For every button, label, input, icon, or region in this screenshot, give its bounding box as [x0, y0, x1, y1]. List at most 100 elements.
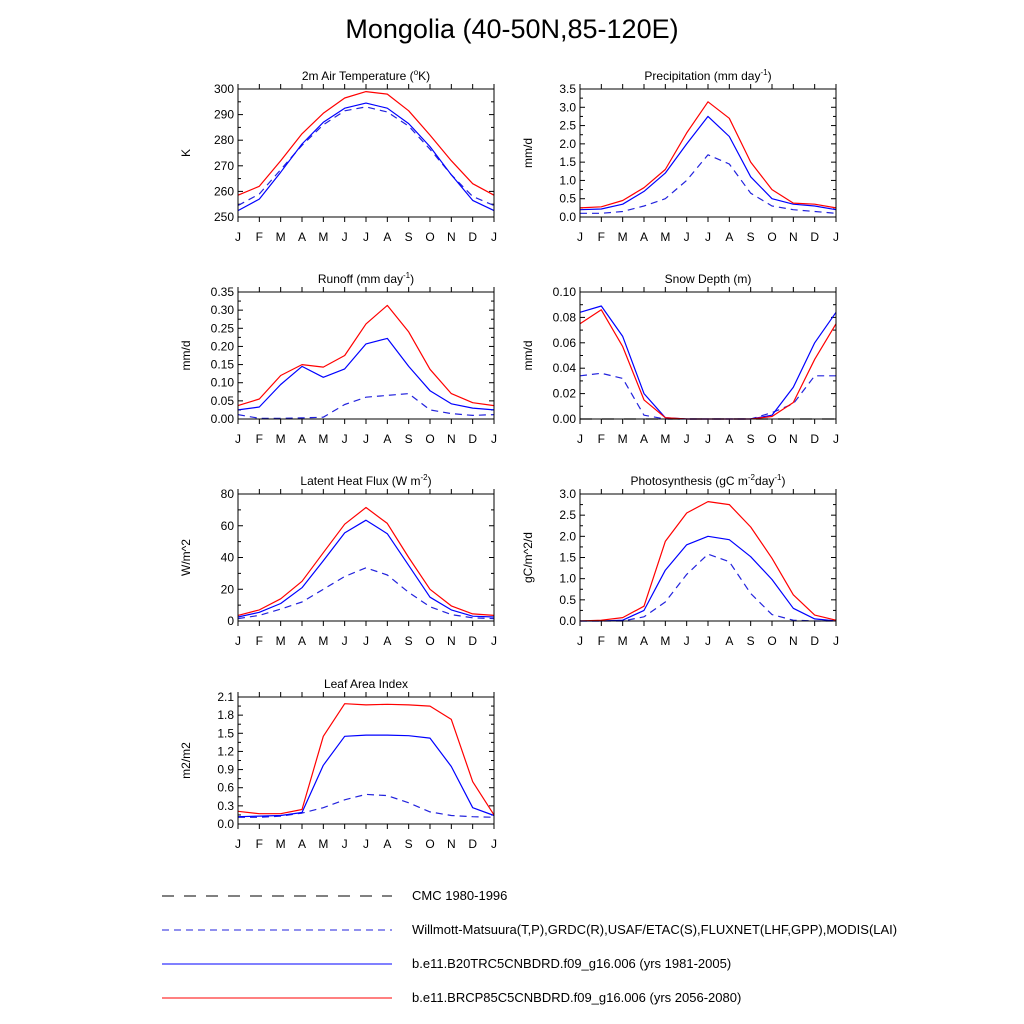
x-tick-label: J — [235, 837, 241, 851]
panel-title-after: day — [755, 474, 774, 488]
y-tick-label: 0.20 — [211, 339, 235, 353]
y-tick-label: 0.0 — [217, 817, 234, 831]
x-tick-label: F — [256, 230, 263, 244]
plot-frame — [579, 88, 837, 218]
y-tick-label: 0.05 — [211, 394, 235, 408]
x-tick-label: A — [725, 634, 733, 648]
x-tick-label: S — [747, 432, 755, 446]
panel-2: Runoff (mm day-1) mm/d 0.00 0.05 0.10 0.15 0.2… — [179, 271, 497, 446]
x-tick-label: M — [660, 432, 670, 446]
x-tick-label: D — [810, 230, 819, 244]
y-tick-label: 0.5 — [559, 593, 576, 607]
series-line-obs — [580, 154, 837, 214]
legend-label-cmc: CMC 1980-1996 — [412, 888, 508, 903]
x-tick-label: S — [405, 432, 413, 446]
x-tick-label: D — [810, 432, 819, 446]
x-tick-label: O — [425, 634, 434, 648]
y-tick-label: 0.00 — [553, 412, 577, 426]
x-tick-label: D — [468, 837, 477, 851]
x-tick-label: O — [425, 230, 434, 244]
x-tick-label: J — [342, 634, 348, 648]
series-line-rcp — [237, 506, 495, 616]
x-tick-label: S — [405, 837, 413, 851]
x-tick-label: J — [684, 432, 690, 446]
figure-title: Mongolia (40-50N,85-120E) — [345, 14, 679, 44]
plot-frame — [579, 291, 837, 420]
y-tick-label: 3.5 — [559, 82, 576, 96]
x-tick-label: J — [235, 230, 241, 244]
y-tick-label: 0.02 — [553, 387, 577, 401]
x-tick-label: J — [491, 230, 497, 244]
x-tick-label: J — [577, 634, 583, 648]
x-tick-label: M — [318, 432, 328, 446]
x-tick-label: F — [598, 634, 605, 648]
y-tick-label: 2.0 — [559, 529, 576, 543]
x-tick-label: O — [767, 634, 776, 648]
y-tick-label: 300 — [214, 82, 234, 96]
x-tick-label: M — [618, 432, 628, 446]
x-tick-label: J — [833, 432, 839, 446]
x-tick-label: J — [684, 230, 690, 244]
y-tick-label: 290 — [214, 108, 234, 122]
x-tick-label: M — [276, 837, 286, 851]
y-tick-label: 0.10 — [211, 376, 235, 390]
series-line-rcp — [237, 90, 495, 196]
x-tick-label: A — [725, 432, 733, 446]
y-tick-label: 2.5 — [559, 119, 576, 133]
y-axis-label: gC/m^2/d — [521, 532, 535, 583]
y-tick-label: 0.08 — [553, 310, 577, 324]
panel-title-text: Runoff (mm day — [318, 272, 403, 286]
y-tick-label: 2.1 — [217, 690, 234, 704]
x-tick-label: J — [363, 634, 369, 648]
x-tick-label: J — [491, 837, 497, 851]
x-tick-label: A — [298, 432, 306, 446]
x-tick-label: N — [447, 837, 456, 851]
x-tick-label: M — [276, 432, 286, 446]
x-tick-label: A — [640, 230, 648, 244]
y-tick-label: 3.0 — [559, 487, 576, 501]
y-tick-label: 20 — [221, 582, 235, 596]
x-tick-label: M — [276, 634, 286, 648]
legend-label-obs: Willmott-Matsuura(T,P),GRDC(R),USAF/ETAC… — [412, 922, 898, 937]
series-line-hist — [580, 535, 837, 622]
y-axis-label: mm/d — [179, 341, 193, 371]
y-axis-label: W/m^2 — [179, 539, 193, 576]
x-tick-label: F — [598, 230, 605, 244]
x-tick-label: N — [447, 432, 456, 446]
y-tick-label: 0.04 — [553, 361, 577, 375]
x-tick-label: A — [383, 230, 391, 244]
y-tick-label: 2.0 — [559, 137, 576, 151]
x-tick-label: J — [363, 230, 369, 244]
panel-title-text: Leaf Area Index — [324, 677, 408, 691]
panel-title-after: ) — [768, 69, 772, 83]
panel-title-after: ) — [428, 474, 432, 488]
x-tick-label: M — [660, 634, 670, 648]
x-tick-label: J — [684, 634, 690, 648]
y-tick-label: 1.5 — [559, 551, 576, 565]
y-tick-label: 2.5 — [559, 508, 576, 522]
x-tick-label: N — [789, 432, 798, 446]
y-tick-label: 1.0 — [559, 173, 576, 187]
panel-title: Precipitation (mm day-1) — [644, 68, 771, 83]
series-line-rcp — [237, 703, 495, 816]
panel-title: Runoff (mm day-1) — [318, 271, 414, 286]
plot-frame — [237, 88, 495, 218]
panel-title-sup: o — [414, 68, 419, 77]
x-tick-label: N — [447, 230, 456, 244]
series-line-rcp — [237, 304, 495, 407]
y-tick-label: 270 — [214, 159, 234, 173]
panel-title: 2m Air Temperature (oK) — [302, 68, 430, 83]
plot-frame — [237, 291, 495, 420]
panel-5: Photosynthesis (gC m-2day-1) gC/m^2/d 0.0 0… — [521, 473, 839, 648]
y-tick-label: 0.25 — [211, 321, 235, 335]
x-tick-label: D — [810, 634, 819, 648]
x-tick-label: O — [767, 432, 776, 446]
y-tick-label: 80 — [221, 487, 235, 501]
y-tick-label: 280 — [214, 133, 234, 147]
y-tick-label: 3.0 — [559, 100, 576, 114]
x-tick-label: J — [833, 634, 839, 648]
x-tick-label: F — [256, 837, 263, 851]
x-tick-label: M — [276, 230, 286, 244]
